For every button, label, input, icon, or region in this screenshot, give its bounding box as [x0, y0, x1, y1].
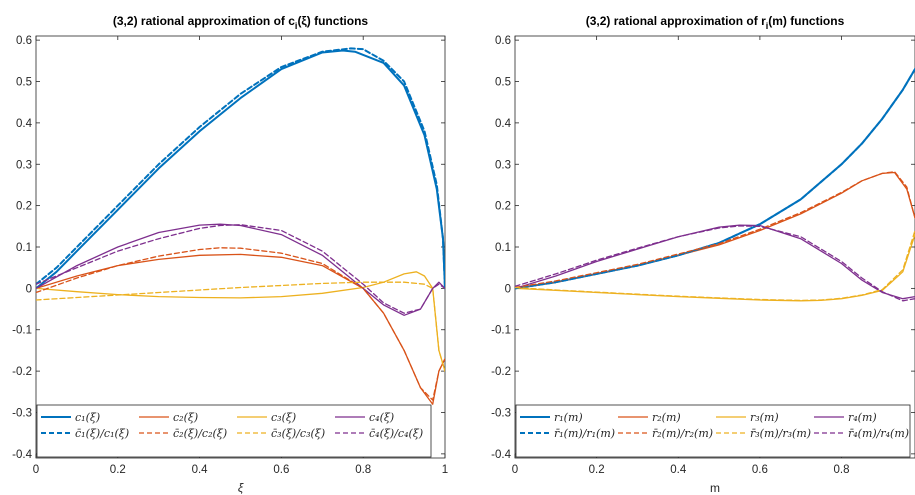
y-tick-label: 0.5: [16, 77, 32, 89]
y-tick-label: -0.4: [491, 449, 511, 461]
y-tick-label: 0: [26, 283, 32, 295]
legend-label: c₄(ξ): [369, 411, 394, 424]
series-line-5: [36, 47, 445, 290]
chart-panel-right: -0.4 -0.3 -0.2 -0.1 0 0.1 0.2 0.3 0.4 0.5 0.6 0 0.2 0…: [491, 14, 915, 495]
series-line-3: [36, 271, 445, 372]
series-line-8: [36, 224, 445, 314]
y-tick-label: 0.3: [16, 159, 32, 171]
chart-title: (3,2) rational approximation of ri(m) fu…: [586, 14, 845, 31]
series-line-6: [515, 171, 915, 289]
series-line-7: [515, 229, 915, 302]
x-tick-label: 0: [512, 464, 518, 476]
y-tick-label: -0.1: [491, 325, 511, 337]
y-tick-label: 0.1: [16, 242, 32, 254]
legend-label: c₂(ξ): [173, 411, 198, 424]
legend-label: r₄(m): [848, 411, 877, 424]
y-tick-label: 0.6: [495, 35, 511, 47]
y-tick-label: -0.2: [12, 366, 32, 378]
plot-area: [35, 35, 446, 459]
x-tick-label: 1: [442, 464, 448, 476]
x-tick-label: 0.8: [834, 464, 850, 476]
y-tick-label: 0.2: [16, 201, 32, 213]
y-tick-label: 0.2: [495, 201, 511, 213]
x-tick-label: 0.2: [110, 464, 126, 476]
series-line-6: [36, 247, 445, 401]
x-axis-label: ξ: [238, 481, 244, 495]
x-tick-label: 0.6: [273, 464, 289, 476]
legend-box: [36, 404, 432, 458]
legend-label: c̄₃(ξ)/c₃(ξ): [271, 427, 325, 440]
chart-panel-left: -0.4 -0.3 -0.2 -0.1 0 0.1 0.2 0.3 0.4 0.5 0.6 0 0.2 0…: [12, 14, 448, 495]
y-tick-label: 0.1: [495, 242, 511, 254]
legend-label: c̄₁(ξ)/c₁(ξ): [75, 427, 129, 440]
legend: c₁(ξ) c₂(ξ) c₃(ξ) c₄(ξ) c̄₁(ξ)/c₁(ξ) c̄₂(ξ)/c…: [36, 404, 432, 458]
y-tick-label: -0.2: [491, 366, 511, 378]
legend-label: c₁(ξ): [75, 411, 100, 424]
x-tick-label: 0: [33, 464, 39, 476]
y-tick-label: 0.6: [16, 35, 32, 47]
legend-label: r₂(m): [652, 411, 681, 424]
x-tick-label: 0.4: [192, 464, 209, 476]
y-tick-label: 0.5: [495, 77, 511, 89]
y-tick-label: 0.4: [16, 118, 33, 130]
series-line-2: [36, 253, 445, 405]
legend-label: r̄₃(m)/r₃(m): [750, 427, 811, 440]
legend-label: c₃(ξ): [271, 411, 296, 424]
legend: r₁(m) r₂(m) r₃(m) r₄(m) r̄₁(m)/r₁(m) r̄₂(m)/r…: [515, 404, 911, 458]
x-tick-label: 0.4: [670, 464, 687, 476]
x-tick-label: 0.2: [589, 464, 605, 476]
y-tick-label: -0.4: [12, 449, 32, 461]
series-line-8: [515, 225, 915, 302]
y-tick-label: 0.4: [495, 118, 512, 130]
legend-label: r̄₂(m)/r₂(m): [652, 427, 713, 440]
legend-label: r̄₄(m)/r₄(m): [848, 427, 909, 440]
legend-label: c̄₄(ξ)/c₄(ξ): [369, 427, 423, 440]
legend-label: c̄₂(ξ)/c₂(ξ): [173, 427, 227, 440]
series-line-7: [36, 281, 445, 372]
y-tick-label: 0.3: [495, 159, 511, 171]
chart-title: (3,2) rational approximation of ci(ξ) fu…: [113, 14, 369, 31]
y-tick-label: -0.1: [12, 325, 32, 337]
y-tick-label: -0.3: [491, 407, 511, 419]
x-tick-label: 0.6: [752, 464, 768, 476]
legend-label: r̄₁(m)/r₁(m): [554, 427, 615, 440]
y-tick-label: 0: [505, 283, 511, 295]
x-tick-label: 0.8: [355, 464, 371, 476]
legend-box: [515, 404, 911, 458]
plot-area: [514, 35, 915, 459]
x-axis-label: m: [710, 481, 720, 495]
legend-label: r₁(m): [554, 411, 583, 424]
series-line-5: [515, 68, 915, 290]
series-group: [515, 68, 915, 302]
series-group: [36, 47, 445, 405]
y-tick-label: -0.3: [12, 407, 32, 419]
legend-label: r₃(m): [750, 411, 779, 424]
